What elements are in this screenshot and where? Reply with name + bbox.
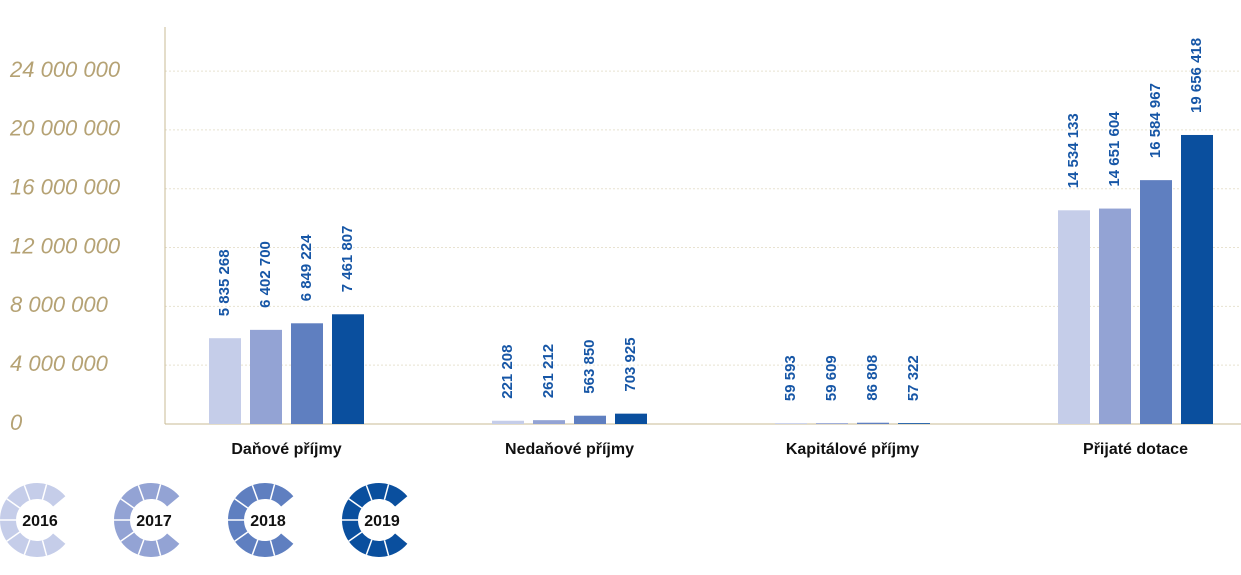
bar (1058, 210, 1090, 424)
legend-label: 2018 (250, 513, 286, 530)
value-label: 703 925 (622, 337, 639, 391)
legend-divider (383, 484, 390, 500)
value-label: 59 609 (823, 355, 840, 401)
legend-label: 2016 (22, 513, 58, 530)
legend-item: 2017 (114, 483, 180, 557)
legend-item: 2016 (0, 483, 66, 557)
x-tick-label: Nedaňové příjmy (505, 441, 634, 458)
value-label: 86 808 (864, 355, 881, 401)
bar (291, 323, 323, 424)
legend-divider (365, 539, 373, 556)
value-label: 5 835 268 (216, 249, 233, 316)
x-tick-label: Kapitálové příjmy (786, 441, 919, 458)
legend-divider (383, 540, 390, 556)
value-label: 221 208 (499, 345, 516, 399)
bar (1099, 208, 1131, 424)
value-label: 563 850 (581, 339, 598, 393)
bar (1140, 180, 1172, 424)
value-label: 57 322 (905, 355, 922, 401)
legend-divider (365, 484, 373, 501)
legend-divider (6, 498, 21, 509)
y-tick-label: 8 000 000 (10, 292, 109, 317)
value-label: 6 402 700 (257, 241, 274, 308)
x-tick-label: Přijaté dotace (1083, 441, 1188, 458)
legend-item: 2018 (228, 483, 294, 557)
value-label: 14 534 133 (1065, 113, 1082, 188)
legend-divider (251, 539, 259, 556)
bar (898, 423, 930, 424)
bar (492, 420, 524, 424)
y-tick-label: 12 000 000 (10, 233, 121, 258)
bar (615, 413, 647, 424)
legend-divider (234, 498, 249, 509)
bar (209, 338, 241, 424)
legend-divider (234, 531, 249, 542)
value-label: 261 212 (540, 344, 557, 398)
legend-divider (120, 531, 135, 542)
legend-divider (6, 531, 21, 542)
value-label: 6 849 224 (298, 234, 315, 301)
legend-label: 2019 (364, 513, 400, 530)
legend-divider (41, 540, 48, 556)
legend-divider (41, 484, 48, 500)
legend-divider (269, 484, 276, 500)
bar (250, 329, 282, 424)
y-tick-label: 0 (10, 410, 23, 435)
x-tick-label: Daňové příjmy (231, 441, 341, 458)
y-tick-label: 20 000 000 (9, 116, 121, 141)
bar (1181, 134, 1213, 425)
legend-divider (137, 539, 145, 556)
y-tick-label: 16 000 000 (10, 175, 121, 200)
value-label: 19 656 418 (1188, 38, 1205, 113)
value-label: 16 584 967 (1147, 83, 1164, 158)
legend-divider (23, 539, 31, 556)
legend-divider (23, 484, 31, 501)
bar (857, 422, 889, 424)
value-label: 7 461 807 (339, 226, 356, 293)
legend-divider (269, 540, 276, 556)
legend-divider (155, 484, 162, 500)
legend-divider (348, 498, 363, 509)
bar (574, 415, 606, 424)
legend-divider (155, 540, 162, 556)
bar (775, 423, 807, 424)
value-label: 14 651 604 (1106, 111, 1123, 187)
bar (332, 314, 364, 424)
legend-divider (120, 498, 135, 509)
y-tick-label: 4 000 000 (10, 351, 109, 376)
legend-item: 2019 (342, 483, 408, 557)
y-tick-label: 24 000 000 (9, 57, 121, 82)
bar (816, 423, 848, 424)
legend-divider (348, 531, 363, 542)
legend-divider (251, 484, 259, 501)
legend-divider (137, 484, 145, 501)
bar (533, 420, 565, 424)
legend-label: 2017 (136, 513, 172, 530)
value-label: 59 593 (782, 355, 799, 401)
